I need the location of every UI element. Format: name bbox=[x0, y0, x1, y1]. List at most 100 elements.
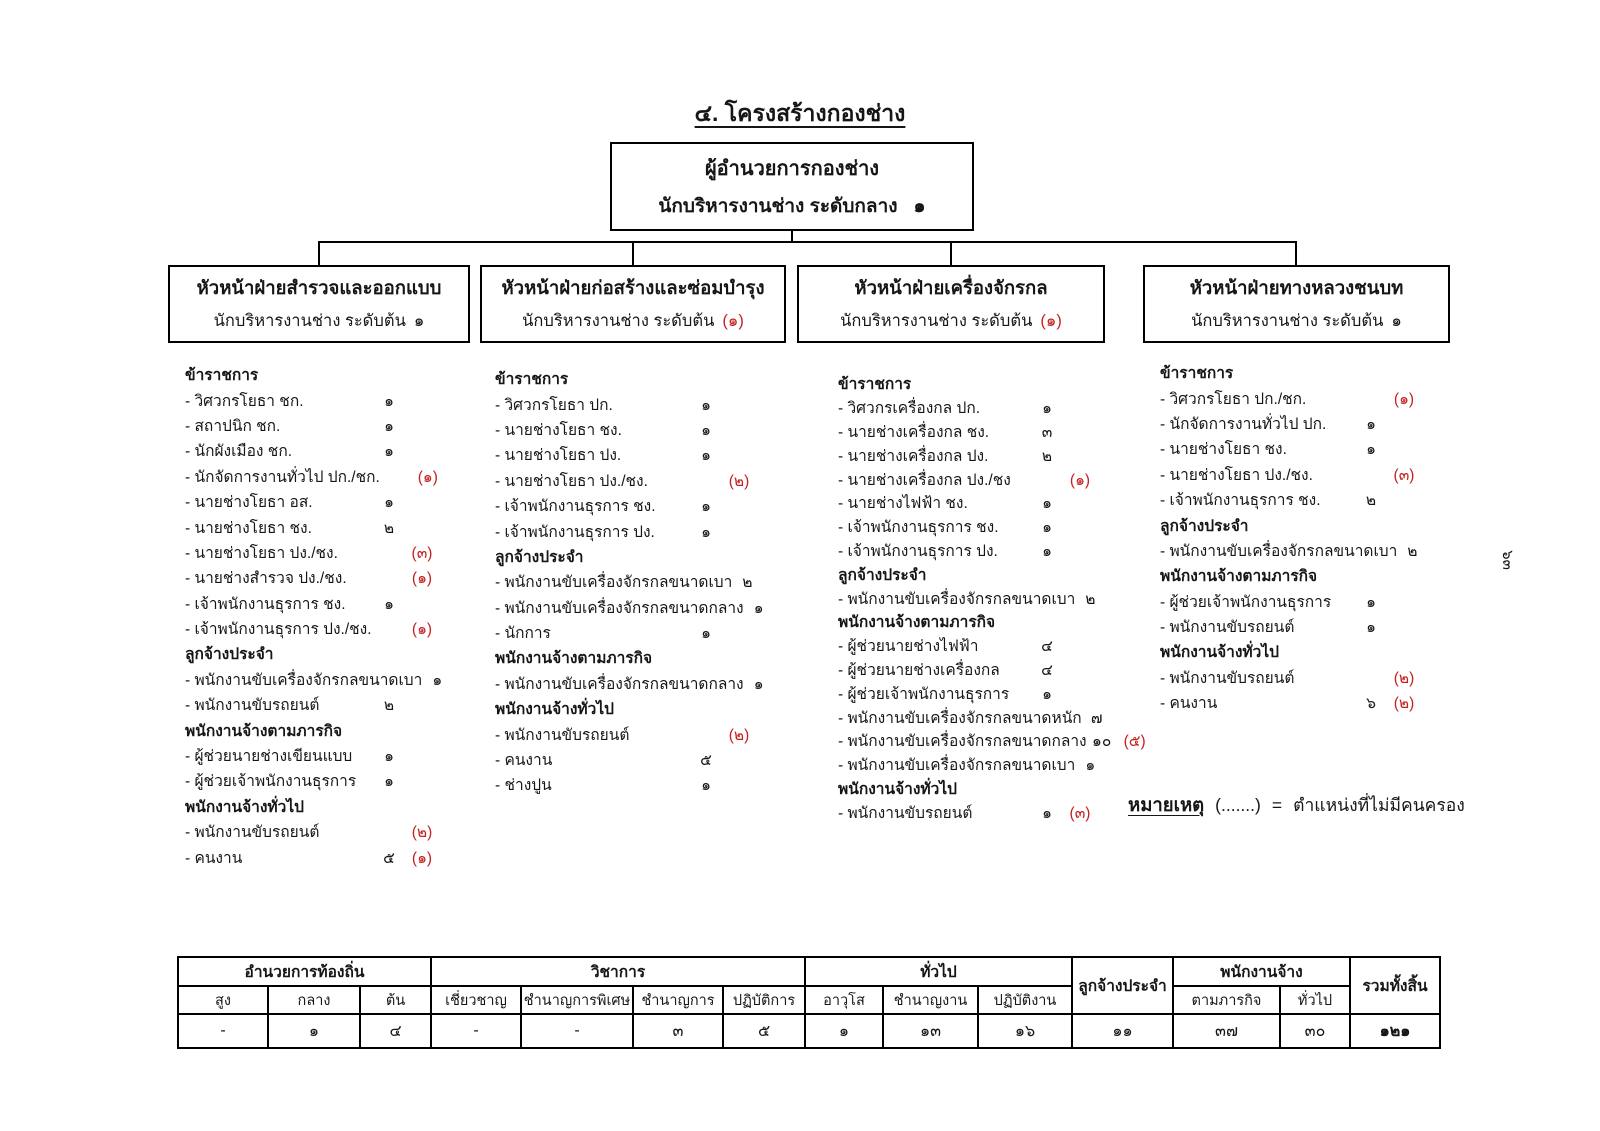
list-item: - ผู้ช่วยนายช่างเครื่องกล ๔ bbox=[838, 658, 1098, 682]
list-item: - เจ้าพนักงานธุรการ ชง. ๑ bbox=[838, 515, 1098, 539]
page-title: ๔. โครงสร้างกองช่าง bbox=[694, 100, 906, 126]
item-label: - นายช่างโยธา ปง./ชง. bbox=[185, 544, 338, 562]
table-value-cell: ๓๐ bbox=[1279, 1013, 1351, 1049]
department-position-count: ๑ bbox=[413, 312, 425, 330]
item-label: - นายช่างโยธา ปง./ชง. bbox=[495, 472, 648, 490]
item-count-vacant: (๒) bbox=[1393, 669, 1415, 687]
org-list: ข้าราชการ - วิศวกรโยธา ชก. ๑ - สถาปนิก ชก. ๑… bbox=[185, 362, 442, 870]
item-count: ๗ bbox=[1090, 709, 1103, 727]
list-item: - นายช่างโยธา อส. ๑ bbox=[185, 489, 440, 514]
item-label: - พนักงานขับเครื่องจักรกลขนาดเบา bbox=[495, 574, 733, 592]
table-sub-header: ต้น bbox=[359, 985, 432, 1015]
item-label: - พนักงานขับรถยนต์ bbox=[495, 726, 630, 744]
list-item: - ผู้ช่วยนายช่างเขียนแบบ ๑ bbox=[185, 743, 440, 768]
item-label: - ผู้ช่วยเจ้าพนักงานธุรการ bbox=[1160, 593, 1332, 611]
section-header: พนักงานจ้างทั่วไป bbox=[1160, 644, 1279, 662]
table-value-cell: ๑๑ bbox=[1071, 1013, 1174, 1049]
table-value-cell: ๔ bbox=[359, 1013, 432, 1049]
department-position-text: นักบริหารงานช่าง ระดับต้น bbox=[522, 312, 715, 330]
item-label: - พนักงานขับรถยนต์ bbox=[185, 824, 320, 842]
list-item: - วิศวกรเครื่องกล ปก. ๑ bbox=[838, 396, 1098, 420]
list-item: - วิศวกรโยธา ปก. ๑ bbox=[495, 391, 757, 416]
department-box: หัวหน้าฝ่ายสำรวจและออกแบบ นักบริหารงานช่า… bbox=[168, 265, 470, 343]
item-count: ๑ bbox=[384, 494, 394, 512]
table-value-cell: ๑ bbox=[804, 1013, 884, 1049]
section-header: พนักงานจ้างทั่วไป bbox=[838, 780, 957, 798]
item-label: - นายช่างเครื่องกล ปง. bbox=[838, 447, 989, 465]
item-label: - นักจัดการงานทั่วไป ปก./ชก. bbox=[185, 468, 380, 486]
list-item: - นายช่างโยธา ปง./ชง. (๓) bbox=[185, 540, 440, 565]
list-item: - พนักงานขับเครื่องจักรกลขนาดกลาง ๑๐ (๕) bbox=[838, 729, 1146, 753]
item-label: - เจ้าพนักงานธุรการ ชง. bbox=[1160, 492, 1321, 510]
table-sub-header: ปฏิบัติงาน bbox=[977, 985, 1073, 1015]
item-label: - นายช่างเครื่องกล ปง./ชง bbox=[838, 471, 1011, 489]
item-label: - นายช่างไฟฟ้า ชง. bbox=[838, 495, 968, 513]
item-count: ๑ bbox=[753, 675, 764, 693]
item-label: - วิศวกรโยธา ปก. bbox=[495, 396, 613, 414]
item-label: - พนักงานขับเครื่องจักรกลขนาดเบา bbox=[838, 590, 1076, 608]
item-count: ๔ bbox=[1041, 661, 1053, 679]
item-count: ๑ bbox=[384, 595, 394, 613]
item-count: ๑ bbox=[701, 777, 711, 795]
item-label: - พนักงานขับเครื่องจักรกลขนาดเบา bbox=[1160, 542, 1398, 560]
item-label: - นักการ bbox=[495, 625, 551, 643]
list-item: - นายช่างโยธา ปง./ชง. (๓) bbox=[1160, 462, 1422, 487]
list-item: - นายช่างโยธา ชง. ๑ bbox=[1160, 436, 1422, 461]
item-count: ๑ bbox=[701, 498, 711, 516]
item-label: - นักผังเมือง ชก. bbox=[185, 443, 293, 461]
item-count: ๑ bbox=[1042, 400, 1052, 418]
item-label: - พนักงานขับเครื่องจักรกลขนาดเบา bbox=[838, 757, 1076, 775]
director-title: ผู้อำนวยการกองช่าง bbox=[704, 158, 880, 180]
org-list: ข้าราชการ - วิศวกรโยธา ปก. ๑- นายช่างโยธา … bbox=[495, 366, 764, 798]
item-count-vacant: (๒) bbox=[728, 726, 750, 744]
table-group-header: ทั่วไป bbox=[804, 956, 1073, 987]
item-count: ๑ bbox=[384, 773, 394, 791]
list-item: - พนักงานขับเครื่องจักรกลขนาดเบา ๒ bbox=[1160, 538, 1422, 563]
list-item: - นายช่างโยธา ชง. ๑ bbox=[495, 417, 757, 442]
list-item: - พนักงานขับเครื่องจักรกลขนาดกลาง ๑ bbox=[495, 671, 764, 696]
item-label: - เจ้าพนักงานธุรการ ชง. bbox=[185, 595, 346, 613]
director-box: ผู้อำนวยการกองช่าง นักบริหารงานช่าง ระดั… bbox=[610, 142, 974, 231]
table-value-cell: - bbox=[430, 1013, 522, 1049]
item-label: - วิศวกรโยธา ปก./ชก. bbox=[1160, 390, 1307, 408]
item-count-vacant: (๑) bbox=[411, 570, 433, 588]
table-sub-header: ชำนาญการ bbox=[632, 985, 724, 1015]
item-count: ๒ bbox=[742, 574, 753, 592]
list-item: - ผู้ช่วยเจ้าพนักงานธุรการ ๑ bbox=[185, 768, 440, 793]
section-header: พนักงานจ้างทั่วไป bbox=[185, 798, 304, 816]
list-item: - พนักงานขับรถยนต์ (๒) bbox=[495, 721, 757, 746]
list-item: - พนักงานขับเครื่องจักรกลขนาดเบา ๒ bbox=[495, 569, 757, 594]
table-value-cell: ๕ bbox=[722, 1013, 806, 1049]
connector-root-stub bbox=[791, 231, 793, 243]
table-value-cell: ๓๗ bbox=[1172, 1013, 1281, 1049]
department-box: หัวหน้าฝ่ายก่อสร้างและซ่อมบำรุง นักบริหาร… bbox=[480, 265, 786, 343]
item-count: ๑ bbox=[384, 748, 394, 766]
department-position: นักบริหารงานช่าง ระดับต้น (๑) bbox=[522, 308, 744, 334]
director-position-count: ๑ bbox=[913, 196, 926, 217]
side-page-number: ๖๓ bbox=[1498, 550, 1516, 570]
table-value-cell: ๓ bbox=[632, 1013, 724, 1049]
section-header: ข้าราชการ bbox=[185, 367, 259, 385]
department-position-count: (๑) bbox=[1040, 312, 1062, 330]
note: หมายเหตุ (.......) = ตำแหน่งที่ไม่มีคนคร… bbox=[1128, 791, 1465, 820]
table-value-cell: ๑๓ bbox=[882, 1013, 979, 1049]
item-count: ๔ bbox=[1041, 638, 1053, 656]
item-label: - พนักงานขับรถยนต์ bbox=[185, 697, 320, 715]
item-count-vacant: (๑) bbox=[411, 621, 433, 639]
list-item: - ผู้ช่วยเจ้าพนักงานธุรการ ๑ bbox=[838, 681, 1098, 705]
table-value-cell: - bbox=[177, 1013, 269, 1049]
item-count-vacant: (๕) bbox=[1123, 733, 1146, 751]
list-item: - คนงาน ๖ (๒) bbox=[1160, 690, 1422, 715]
section-header: ข้าราชการ bbox=[495, 371, 569, 389]
list-item: - เจ้าพนักงานธุรการ ปง./ชง. (๑) bbox=[185, 616, 440, 641]
item-label: - นายช่างโยธา ปง. bbox=[495, 447, 622, 465]
list-item: - พนักงานขับรถยนต์ ๒ bbox=[185, 692, 440, 717]
item-count: ๒ bbox=[383, 519, 395, 537]
table-sub-header: ปฏิบัติการ bbox=[722, 985, 806, 1015]
table-sub-header: ตามภารกิจ bbox=[1172, 985, 1281, 1015]
item-label: - วิศวกรเครื่องกล ปก. bbox=[838, 400, 981, 418]
item-label: - นายช่างโยธา อส. bbox=[185, 494, 313, 512]
note-keyword: หมายเหตุ bbox=[1128, 794, 1205, 815]
list-item: - นายช่างโยธา ชง. ๒ bbox=[185, 514, 440, 539]
item-label: - พนักงานขับรถยนต์ bbox=[838, 804, 973, 822]
